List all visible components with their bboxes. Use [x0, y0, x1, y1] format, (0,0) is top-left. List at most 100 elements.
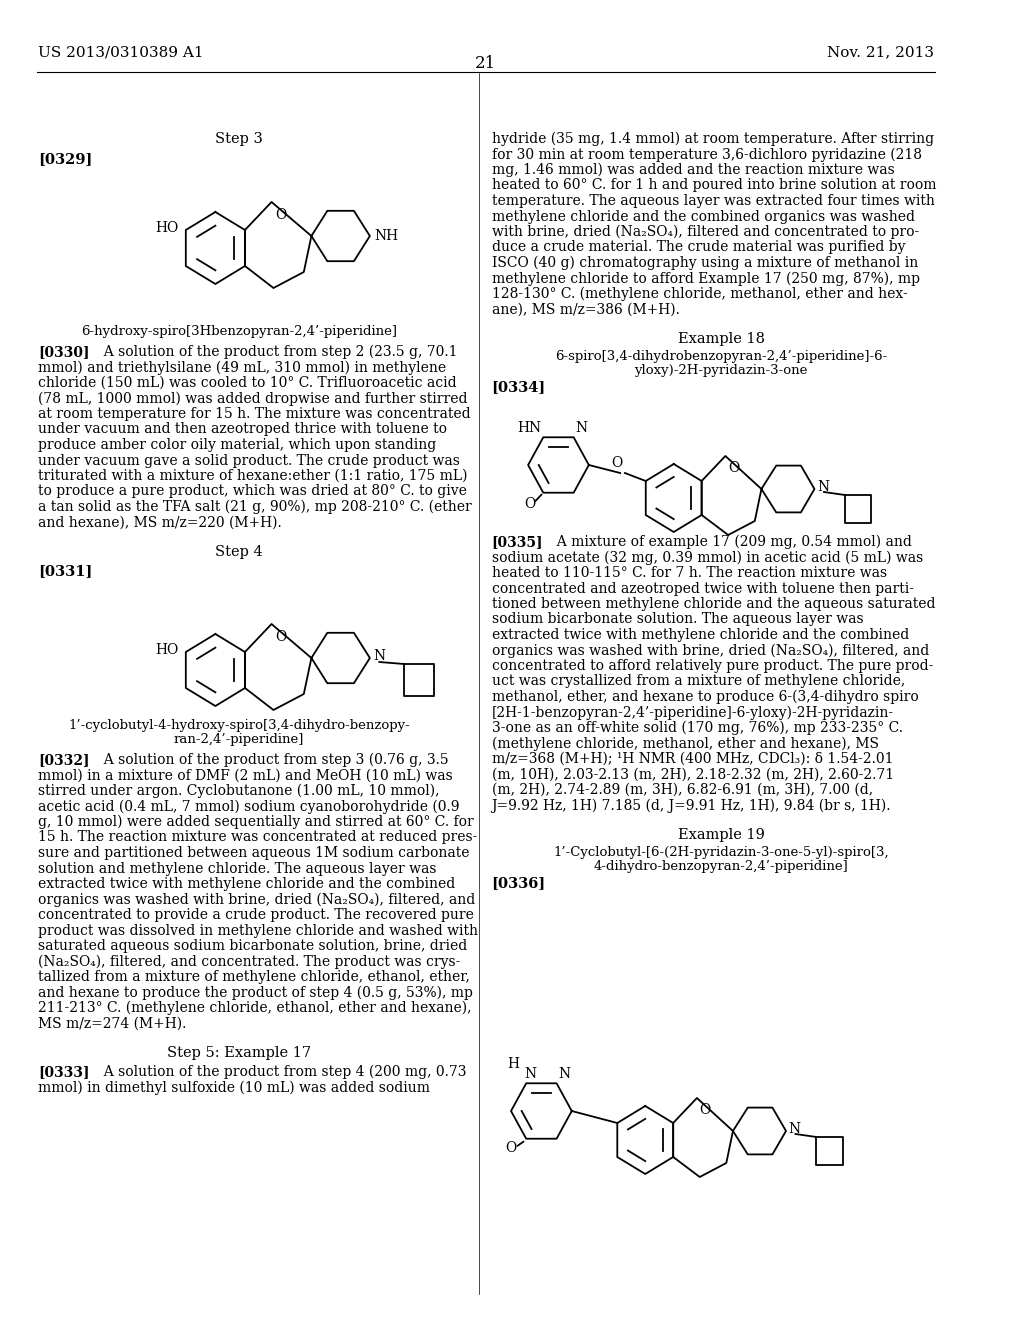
- Text: and hexane), MS m/z=220 (M+H).: and hexane), MS m/z=220 (M+H).: [38, 516, 282, 529]
- Text: sodium bicarbonate solution. The aqueous layer was: sodium bicarbonate solution. The aqueous…: [492, 612, 863, 627]
- Text: 211-213° C. (methylene chloride, ethanol, ether and hexane),: 211-213° C. (methylene chloride, ethanol…: [38, 1001, 471, 1015]
- Text: 3-one as an off-white solid (170 mg, 76%), mp 233-235° C.: 3-one as an off-white solid (170 mg, 76%…: [492, 721, 902, 735]
- Text: sodium acetate (32 mg, 0.39 mmol) in acetic acid (5 mL) was: sodium acetate (32 mg, 0.39 mmol) in ace…: [492, 550, 923, 565]
- Text: methylene chloride and the combined organics was washed: methylene chloride and the combined orga…: [492, 210, 914, 223]
- Text: US 2013/0310389 A1: US 2013/0310389 A1: [38, 45, 204, 59]
- Text: 6-spiro[3,4-dihydrobenzopyran-2,4’-piperidine]-6-: 6-spiro[3,4-dihydrobenzopyran-2,4’-piper…: [555, 350, 887, 363]
- Text: solution and methylene chloride. The aqueous layer was: solution and methylene chloride. The aqu…: [38, 862, 436, 875]
- Text: saturated aqueous sodium bicarbonate solution, brine, dried: saturated aqueous sodium bicarbonate sol…: [38, 939, 467, 953]
- Text: with brine, dried (Na₂SO₄), filtered and concentrated to pro-: with brine, dried (Na₂SO₄), filtered and…: [492, 224, 919, 239]
- Text: yloxy)-2H-pyridazin-3-one: yloxy)-2H-pyridazin-3-one: [635, 364, 808, 378]
- Text: concentrated to provide a crude product. The recovered pure: concentrated to provide a crude product.…: [38, 908, 474, 921]
- Text: NH: NH: [375, 228, 398, 243]
- Text: [0332]: [0332]: [38, 752, 89, 767]
- Text: stirred under argon. Cyclobutanone (1.00 mL, 10 mmol),: stirred under argon. Cyclobutanone (1.00…: [38, 784, 439, 799]
- Text: 4-dihydro-benzopyran-2,4’-piperidine]: 4-dihydro-benzopyran-2,4’-piperidine]: [594, 861, 849, 873]
- Text: tioned between methylene chloride and the aqueous saturated: tioned between methylene chloride and th…: [492, 597, 935, 611]
- Text: Step 5: Example 17: Step 5: Example 17: [167, 1045, 311, 1060]
- Text: uct was crystallized from a mixture of methylene chloride,: uct was crystallized from a mixture of m…: [492, 675, 905, 689]
- Text: under vacuum and then azeotroped thrice with toluene to: under vacuum and then azeotroped thrice …: [38, 422, 446, 437]
- Text: chloride (150 mL) was cooled to 10° C. Trifluoroacetic acid: chloride (150 mL) was cooled to 10° C. T…: [38, 376, 457, 389]
- Text: [0334]: [0334]: [492, 380, 546, 393]
- Text: triturated with a mixture of hexane:ether (1:1 ratio, 175 mL): triturated with a mixture of hexane:ethe…: [38, 469, 467, 483]
- Text: O: O: [610, 455, 622, 470]
- Text: 1’-Cyclobutyl-[6-(2H-pyridazin-3-one-5-yl)-spiro[3,: 1’-Cyclobutyl-[6-(2H-pyridazin-3-one-5-y…: [553, 846, 889, 859]
- Text: 21: 21: [475, 55, 497, 73]
- Text: J=9.92 Hz, 1H) 7.185 (d, J=9.91 Hz, 1H), 9.84 (br s, 1H).: J=9.92 Hz, 1H) 7.185 (d, J=9.91 Hz, 1H),…: [492, 799, 891, 813]
- Text: Example 19: Example 19: [678, 828, 765, 842]
- Text: [0333]: [0333]: [38, 1065, 89, 1078]
- Text: ISCO (40 g) chromatography using a mixture of methanol in: ISCO (40 g) chromatography using a mixtu…: [492, 256, 918, 271]
- Text: mg, 1.46 mmol) was added and the reaction mixture was: mg, 1.46 mmol) was added and the reactio…: [492, 162, 894, 177]
- Text: methanol, ether, and hexane to produce 6-(3,4-dihydro spiro: methanol, ether, and hexane to produce 6…: [492, 690, 919, 705]
- Text: (m, 10H), 2.03-2.13 (m, 2H), 2.18-2.32 (m, 2H), 2.60-2.71: (m, 10H), 2.03-2.13 (m, 2H), 2.18-2.32 (…: [492, 767, 894, 781]
- Text: N: N: [374, 649, 386, 663]
- Text: [0330]: [0330]: [38, 345, 89, 359]
- Text: produce amber color oily material, which upon standing: produce amber color oily material, which…: [38, 438, 436, 451]
- Text: N: N: [817, 480, 829, 494]
- Text: heated to 60° C. for 1 h and poured into brine solution at room: heated to 60° C. for 1 h and poured into…: [492, 178, 936, 193]
- Text: N: N: [575, 421, 588, 436]
- Text: A solution of the product from step 3 (0.76 g, 3.5: A solution of the product from step 3 (0…: [95, 752, 449, 767]
- Text: organics was washed with brine, dried (Na₂SO₄), filtered, and: organics was washed with brine, dried (N…: [492, 644, 929, 657]
- Text: H: H: [507, 1057, 519, 1072]
- Text: Step 4: Step 4: [215, 545, 263, 558]
- Text: mmol) and triethylsilane (49 mL, 310 mmol) in methylene: mmol) and triethylsilane (49 mL, 310 mmo…: [38, 360, 446, 375]
- Text: (methylene chloride, methanol, ether and hexane), MS: (methylene chloride, methanol, ether and…: [492, 737, 879, 751]
- Text: O: O: [275, 630, 287, 644]
- Text: HO: HO: [155, 643, 178, 657]
- Text: HN: HN: [517, 421, 542, 436]
- Text: O: O: [699, 1104, 711, 1117]
- Text: [0331]: [0331]: [38, 564, 92, 578]
- Text: [0335]: [0335]: [492, 535, 543, 549]
- Text: [0329]: [0329]: [38, 152, 92, 166]
- Text: Step 3: Step 3: [215, 132, 263, 147]
- Text: extracted twice with methylene chloride and the combined: extracted twice with methylene chloride …: [38, 876, 456, 891]
- Text: duce a crude material. The crude material was purified by: duce a crude material. The crude materia…: [492, 240, 905, 255]
- Text: a tan solid as the TFA salt (21 g, 90%), mp 208-210° C. (ether: a tan solid as the TFA salt (21 g, 90%),…: [38, 500, 472, 515]
- Text: N: N: [788, 1122, 801, 1137]
- Text: mmol) in dimethyl sulfoxide (10 mL) was added sodium: mmol) in dimethyl sulfoxide (10 mL) was …: [38, 1081, 430, 1094]
- Text: at room temperature for 15 h. The mixture was concentrated: at room temperature for 15 h. The mixtur…: [38, 407, 471, 421]
- Text: sure and partitioned between aqueous 1M sodium carbonate: sure and partitioned between aqueous 1M …: [38, 846, 469, 861]
- Text: A solution of the product from step 4 (200 mg, 0.73: A solution of the product from step 4 (2…: [95, 1065, 466, 1080]
- Text: O: O: [728, 461, 739, 475]
- Text: concentrated and azeotroped twice with toluene then parti-: concentrated and azeotroped twice with t…: [492, 582, 913, 595]
- Text: tallized from a mixture of methylene chloride, ethanol, ether,: tallized from a mixture of methylene chl…: [38, 970, 470, 983]
- Text: methylene chloride to afford Example 17 (250 mg, 87%), mp: methylene chloride to afford Example 17 …: [492, 272, 920, 286]
- Text: to produce a pure product, which was dried at 80° C. to give: to produce a pure product, which was dri…: [38, 484, 467, 499]
- Text: mmol) in a mixture of DMF (2 mL) and MeOH (10 mL) was: mmol) in a mixture of DMF (2 mL) and MeO…: [38, 768, 453, 783]
- Text: HO: HO: [155, 220, 178, 235]
- Text: 15 h. The reaction mixture was concentrated at reduced pres-: 15 h. The reaction mixture was concentra…: [38, 830, 477, 845]
- Text: O: O: [506, 1140, 517, 1155]
- Text: 6-hydroxy-spiro[3Hbenzopyran-2,4’-piperidine]: 6-hydroxy-spiro[3Hbenzopyran-2,4’-piperi…: [81, 325, 397, 338]
- Text: concentrated to afford relatively pure product. The pure prod-: concentrated to afford relatively pure p…: [492, 659, 933, 673]
- Text: [0336]: [0336]: [492, 876, 546, 890]
- Text: Nov. 21, 2013: Nov. 21, 2013: [826, 45, 934, 59]
- Text: A mixture of example 17 (209 mg, 0.54 mmol) and: A mixture of example 17 (209 mg, 0.54 mm…: [549, 535, 912, 549]
- Text: extracted twice with methylene chloride and the combined: extracted twice with methylene chloride …: [492, 628, 908, 642]
- Text: heated to 110-115° C. for 7 h. The reaction mixture was: heated to 110-115° C. for 7 h. The react…: [492, 566, 887, 579]
- Text: for 30 min at room temperature 3,6-dichloro pyridazine (218: for 30 min at room temperature 3,6-dichl…: [492, 148, 922, 162]
- Text: (m, 2H), 2.74-2.89 (m, 3H), 6.82-6.91 (m, 3H), 7.00 (d,: (m, 2H), 2.74-2.89 (m, 3H), 6.82-6.91 (m…: [492, 783, 872, 797]
- Text: hydride (35 mg, 1.4 mmol) at room temperature. After stirring: hydride (35 mg, 1.4 mmol) at room temper…: [492, 132, 934, 147]
- Text: A solution of the product from step 2 (23.5 g, 70.1: A solution of the product from step 2 (2…: [95, 345, 458, 359]
- Text: and hexane to produce the product of step 4 (0.5 g, 53%), mp: and hexane to produce the product of ste…: [38, 986, 473, 999]
- Text: (Na₂SO₄), filtered, and concentrated. The product was crys-: (Na₂SO₄), filtered, and concentrated. Th…: [38, 954, 461, 969]
- Text: under vacuum gave a solid product. The crude product was: under vacuum gave a solid product. The c…: [38, 454, 460, 467]
- Text: 128-130° C. (methylene chloride, methanol, ether and hex-: 128-130° C. (methylene chloride, methano…: [492, 286, 907, 301]
- Text: ane), MS m/z=386 (M+H).: ane), MS m/z=386 (M+H).: [492, 302, 679, 317]
- Text: MS m/z=274 (M+H).: MS m/z=274 (M+H).: [38, 1016, 186, 1031]
- Text: ran-2,4’-piperidine]: ran-2,4’-piperidine]: [174, 733, 304, 746]
- Text: temperature. The aqueous layer was extracted four times with: temperature. The aqueous layer was extra…: [492, 194, 934, 209]
- Text: m/z=368 (M+H); ¹H NMR (400 MHz, CDCl₃): δ 1.54-2.01: m/z=368 (M+H); ¹H NMR (400 MHz, CDCl₃): …: [492, 752, 893, 766]
- Text: acetic acid (0.4 mL, 7 mmol) sodium cyanoborohydride (0.9: acetic acid (0.4 mL, 7 mmol) sodium cyan…: [38, 800, 460, 814]
- Text: product was dissolved in methylene chloride and washed with: product was dissolved in methylene chlor…: [38, 924, 478, 937]
- Text: Example 18: Example 18: [678, 333, 765, 346]
- Text: O: O: [524, 496, 536, 511]
- Text: N: N: [558, 1068, 570, 1081]
- Text: (78 mL, 1000 mmol) was added dropwise and further stirred: (78 mL, 1000 mmol) was added dropwise an…: [38, 392, 467, 405]
- Text: organics was washed with brine, dried (Na₂SO₄), filtered, and: organics was washed with brine, dried (N…: [38, 892, 475, 907]
- Text: N: N: [524, 1068, 537, 1081]
- Text: 1’-cyclobutyl-4-hydroxy-spiro[3,4-dihydro-benzopy-: 1’-cyclobutyl-4-hydroxy-spiro[3,4-dihydr…: [69, 719, 410, 733]
